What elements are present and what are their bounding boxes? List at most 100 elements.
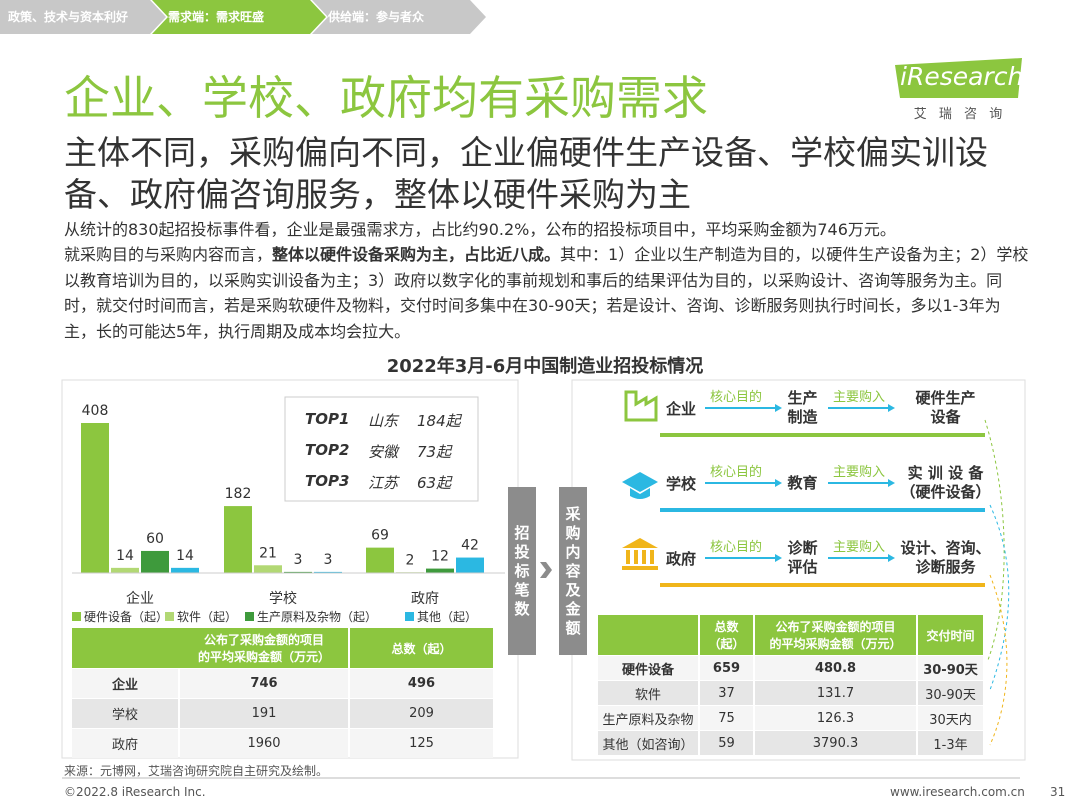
table-header: 总数 （起） [700, 615, 753, 655]
x-tick-label: 企业 [126, 590, 154, 607]
flow-arrow [984, 419, 1005, 661]
data-label: 21 [259, 545, 277, 561]
logo-sub: 艾 瑞 咨 询 [913, 107, 1007, 122]
table-header [598, 615, 698, 655]
title: 企业、学校、政府均有采购需求 [64, 71, 708, 125]
data-label: 408 [82, 403, 109, 419]
table-cell: 75 [700, 706, 753, 730]
table-cell: 学校 [72, 699, 178, 728]
school-icon [622, 472, 658, 499]
table-cell: 1-3年 [918, 731, 983, 755]
table-cell: 480.8 [755, 656, 916, 680]
table-cell: 125 [350, 729, 493, 758]
top3-cell: TOP2 [305, 441, 350, 459]
logo-bg [895, 58, 1022, 98]
arrow-head [888, 404, 895, 412]
table-header: 公布了采购金额的项目 的平均采购金额（万元） [180, 628, 348, 668]
breadcrumb-tab: 政策、技术与资本利好 [8, 10, 129, 24]
top3-cell: TOP3 [305, 472, 350, 490]
top3-box [284, 396, 479, 502]
bar [314, 571, 342, 573]
tab [0, 0, 166, 34]
purpose: 诊断 评估 [787, 539, 818, 576]
arrow-label: 主要购入 [833, 540, 886, 555]
text-run: 其中：1）企业以生产制造为目的，以硬件生产设备为主；2）学校以教育培训为目的，以… [64, 245, 1029, 341]
bar [171, 567, 199, 573]
table-cell: 1960 [180, 729, 348, 758]
logo: iResearch [900, 62, 1024, 91]
bar [141, 550, 169, 573]
data-label: 182 [225, 486, 252, 502]
bar [284, 571, 312, 573]
arrow-head [775, 554, 782, 562]
middle-box [559, 487, 587, 655]
arrow-label: 核心目的 [710, 465, 763, 480]
legend-swatch [72, 612, 81, 621]
data-label: 3 [324, 552, 333, 568]
arrow-label: 核心目的 [710, 390, 763, 405]
website: www.iresearch.com.cn [890, 785, 1025, 799]
bar [81, 423, 109, 573]
bar [456, 557, 484, 573]
arrow-label: 核心目的 [710, 540, 763, 555]
top3-cell: 江苏 [368, 474, 399, 492]
top3-cell: 184起 [417, 412, 461, 430]
text-run: 就采购目的与采购内容而言， [64, 245, 273, 264]
factory-icon [624, 390, 658, 422]
x-tick-label: 政府 [411, 591, 439, 607]
subtitle: 主体不同，采购偏向不同，企业偏硬件生产设备、学校偏实训设备、政府偏咨询服务，整体… [64, 133, 988, 214]
result: 硬件生产 设备 [915, 389, 976, 426]
table-cell: 209 [350, 699, 493, 728]
paragraph: 从统计的830起招投标事件看，企业是最强需求方，占比约90.2%，公布的招投标项… [64, 220, 896, 239]
data-label: 2 [406, 552, 415, 568]
top3-cell: 山东 [368, 412, 399, 430]
x-tick-label: 学校 [269, 590, 297, 607]
top3-cell: TOP1 [305, 410, 350, 428]
table-cell: 746 [180, 669, 348, 698]
data-label: 60 [146, 531, 164, 547]
purpose: 教育 [787, 473, 818, 492]
table-cell: 191 [180, 699, 348, 728]
arrow-label: 主要购入 [833, 390, 886, 405]
table-cell: 软件 [598, 681, 698, 705]
data-label: 14 [176, 548, 194, 564]
table-cell: 131.7 [755, 681, 916, 705]
legend-label: 软件（起） [177, 610, 237, 624]
legend-swatch [165, 612, 174, 621]
gov-icon [622, 538, 658, 570]
legend-label: 硬件设备（起） [84, 610, 168, 624]
text-run: 整体以硬件设备采购为主，占比近八成。 [272, 245, 561, 264]
table-cell: 659 [700, 656, 753, 680]
entity: 学校 [666, 475, 697, 493]
table-cell: 30-90天 [918, 681, 983, 705]
data-label: 42 [461, 538, 479, 554]
bar [366, 547, 394, 573]
table-cell: 企业 [72, 669, 178, 698]
arrow-head [775, 404, 782, 412]
side-label: 采购内容及金额 [565, 504, 581, 637]
table-cell: 126.3 [755, 706, 916, 730]
breadcrumb-tab: 供给端：参与者众 [328, 10, 425, 24]
top3-cell: 63起 [417, 474, 452, 492]
bar [111, 567, 139, 573]
table-cell: 30天内 [918, 706, 983, 730]
tab [312, 0, 486, 34]
side-label: 招投标笔数 [514, 523, 530, 618]
page-number: 31 [1050, 785, 1066, 799]
legend-swatch [245, 612, 254, 621]
top3-cell: 73起 [417, 443, 452, 461]
middle-box [508, 487, 536, 655]
legend-swatch [405, 612, 414, 621]
purpose: 生产 制造 [787, 389, 818, 426]
copyright: ©2022.8 iResearch Inc. [64, 785, 206, 799]
arrow [540, 562, 552, 578]
table-cell: 30-90天 [918, 656, 983, 680]
legend-label: 其他（起） [417, 610, 477, 624]
table-cell: 37 [700, 681, 753, 705]
arrow-label: 主要购入 [833, 465, 886, 480]
legend-label: 生产原料及杂物（起） [257, 610, 377, 624]
tab [152, 0, 326, 34]
data-label: 69 [371, 528, 389, 544]
result: 设计、咨询、 诊断服务 [900, 539, 991, 576]
